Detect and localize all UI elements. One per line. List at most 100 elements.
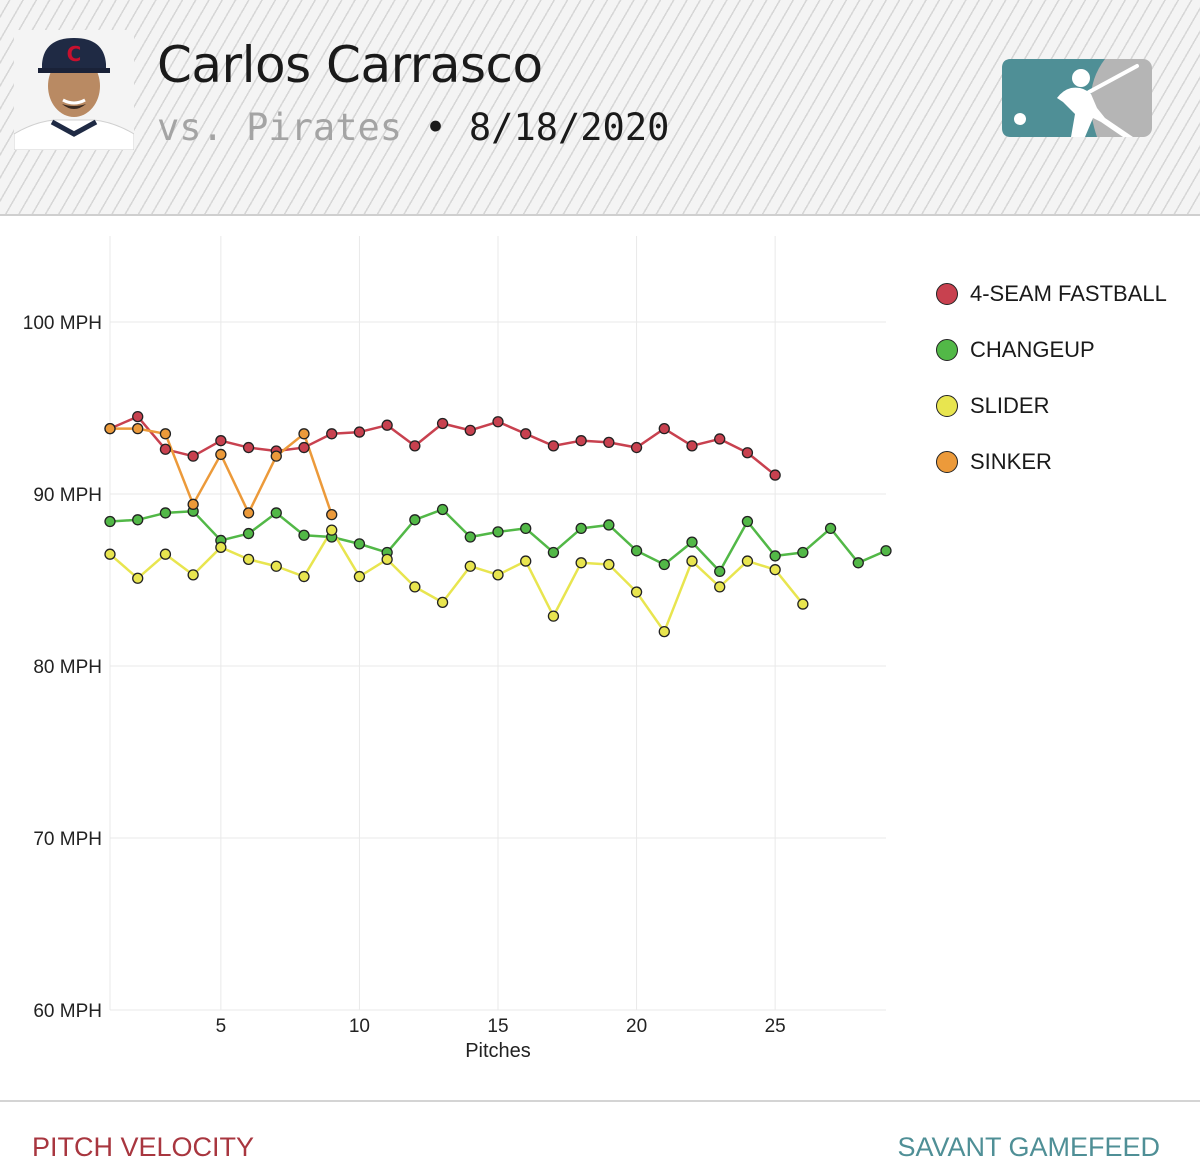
legend-label: SINKER xyxy=(970,449,1052,474)
data-point-4-seam-fastball[interactable] xyxy=(714,433,726,445)
data-point-sinker[interactable] xyxy=(104,422,116,435)
data-point-changeup[interactable] xyxy=(547,546,560,559)
data-point-slider[interactable] xyxy=(132,572,144,584)
legend-swatch xyxy=(936,339,958,361)
data-point-slider[interactable] xyxy=(714,581,726,593)
data-point-slider[interactable] xyxy=(520,555,532,567)
data-point-4-seam-fastball[interactable] xyxy=(520,428,532,440)
data-point-4-seam-fastball[interactable] xyxy=(436,417,449,430)
data-point-slider[interactable] xyxy=(686,555,698,567)
data-point-slider[interactable] xyxy=(159,548,172,560)
data-point-changeup[interactable] xyxy=(769,550,781,562)
data-point-sinker[interactable] xyxy=(242,507,255,519)
series-line-slider xyxy=(109,528,804,633)
player-headshot: C xyxy=(14,30,134,150)
data-point-changeup[interactable] xyxy=(852,557,864,569)
data-point-4-seam-fastball[interactable] xyxy=(464,424,476,437)
data-point-changeup[interactable] xyxy=(104,515,116,528)
data-point-slider[interactable] xyxy=(326,524,338,536)
player-name: Carlos Carrasco xyxy=(157,36,543,94)
data-point-4-seam-fastball[interactable] xyxy=(242,441,255,454)
data-point-changeup[interactable] xyxy=(797,546,809,559)
data-point-changeup[interactable] xyxy=(824,522,837,535)
data-point-4-seam-fastball[interactable] xyxy=(132,410,144,423)
legend-item-changeup[interactable]: CHANGEUP xyxy=(936,322,1167,378)
data-point-changeup[interactable] xyxy=(880,545,892,557)
legend-item-4-seam-fastball[interactable]: 4-SEAM FASTBALL xyxy=(936,266,1167,322)
game-date: 8/18/2020 xyxy=(468,106,670,149)
data-point-changeup[interactable] xyxy=(630,545,643,557)
data-point-changeup[interactable] xyxy=(298,529,310,541)
data-point-4-seam-fastball[interactable] xyxy=(187,450,199,462)
data-point-4-seam-fastball[interactable] xyxy=(769,469,781,481)
data-point-4-seam-fastball[interactable] xyxy=(547,440,560,452)
y-tick-label: 100 MPH xyxy=(23,313,102,334)
data-point-slider[interactable] xyxy=(797,598,809,610)
data-point-slider[interactable] xyxy=(741,555,754,567)
data-point-changeup[interactable] xyxy=(520,522,532,535)
data-point-changeup[interactable] xyxy=(464,531,476,543)
y-tick-label: 80 MPH xyxy=(33,657,102,678)
data-point-4-seam-fastball[interactable] xyxy=(658,422,670,435)
data-point-slider[interactable] xyxy=(215,541,227,553)
data-point-4-seam-fastball[interactable] xyxy=(326,428,338,440)
data-point-4-seam-fastball[interactable] xyxy=(159,443,172,455)
data-point-slider[interactable] xyxy=(769,564,781,576)
data-point-changeup[interactable] xyxy=(353,538,366,550)
x-tick-label: 20 xyxy=(626,1016,647,1037)
data-point-4-seam-fastball[interactable] xyxy=(353,426,366,438)
data-point-4-seam-fastball[interactable] xyxy=(215,435,227,447)
data-point-slider[interactable] xyxy=(436,596,449,609)
data-point-sinker[interactable] xyxy=(270,450,282,462)
legend-item-sinker[interactable]: SINKER xyxy=(936,434,1167,490)
data-point-slider[interactable] xyxy=(603,558,615,571)
data-point-changeup[interactable] xyxy=(409,514,421,526)
data-point-sinker[interactable] xyxy=(326,508,338,521)
data-point-slider[interactable] xyxy=(270,560,282,572)
data-point-changeup[interactable] xyxy=(132,514,144,526)
data-point-slider[interactable] xyxy=(298,570,310,583)
data-point-slider[interactable] xyxy=(381,553,393,566)
data-point-changeup[interactable] xyxy=(492,526,504,538)
data-point-slider[interactable] xyxy=(353,570,366,583)
data-point-changeup[interactable] xyxy=(159,507,172,519)
data-point-4-seam-fastball[interactable] xyxy=(630,441,643,454)
data-point-changeup[interactable] xyxy=(270,507,282,519)
data-point-slider[interactable] xyxy=(492,569,504,581)
data-point-sinker[interactable] xyxy=(215,448,227,461)
data-point-4-seam-fastball[interactable] xyxy=(686,440,698,452)
data-point-changeup[interactable] xyxy=(714,565,726,578)
data-point-4-seam-fastball[interactable] xyxy=(603,436,615,449)
data-point-changeup[interactable] xyxy=(242,527,255,540)
data-point-slider[interactable] xyxy=(409,581,421,593)
data-point-slider[interactable] xyxy=(547,610,560,622)
data-point-changeup[interactable] xyxy=(575,522,587,535)
data-point-changeup[interactable] xyxy=(603,519,615,531)
data-point-4-seam-fastball[interactable] xyxy=(409,440,421,452)
savant-gamefeed-link[interactable]: SAVANT GAMEFEED xyxy=(897,1132,1160,1162)
y-tick-label: 70 MPH xyxy=(33,829,102,850)
pitch-velocity-tab[interactable]: PITCH VELOCITY xyxy=(32,1132,255,1162)
data-point-4-seam-fastball[interactable] xyxy=(298,441,310,454)
data-point-4-seam-fastball[interactable] xyxy=(381,419,393,431)
data-point-changeup[interactable] xyxy=(436,503,449,516)
data-point-sinker[interactable] xyxy=(159,428,172,440)
data-point-changeup[interactable] xyxy=(741,515,754,528)
data-point-slider[interactable] xyxy=(658,625,670,638)
separator: • xyxy=(424,106,447,149)
data-point-slider[interactable] xyxy=(575,557,587,569)
data-point-slider[interactable] xyxy=(630,586,643,598)
data-point-4-seam-fastball[interactable] xyxy=(575,435,587,447)
data-point-slider[interactable] xyxy=(187,569,199,581)
data-point-slider[interactable] xyxy=(104,548,116,560)
data-point-sinker[interactable] xyxy=(187,498,199,510)
data-point-changeup[interactable] xyxy=(686,536,698,548)
data-point-4-seam-fastball[interactable] xyxy=(492,416,504,428)
data-point-4-seam-fastball[interactable] xyxy=(741,447,754,459)
legend-item-slider[interactable]: SLIDER xyxy=(936,378,1167,434)
data-point-sinker[interactable] xyxy=(298,428,310,440)
data-point-slider[interactable] xyxy=(464,560,476,572)
data-point-slider[interactable] xyxy=(242,553,255,566)
data-point-sinker[interactable] xyxy=(132,422,144,435)
data-point-changeup[interactable] xyxy=(658,558,670,571)
